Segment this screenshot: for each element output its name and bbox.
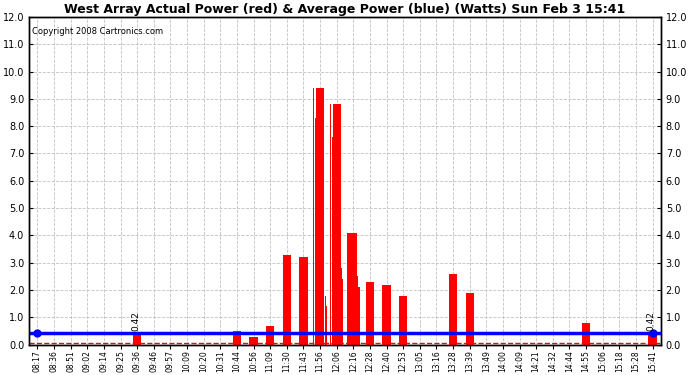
Bar [133, 333, 141, 345]
Bar [249, 337, 258, 345]
Bar [366, 282, 374, 345]
Bar [299, 257, 308, 345]
Bar [283, 255, 291, 345]
Bar [347, 233, 348, 345]
Bar [349, 233, 357, 345]
Bar [351, 255, 353, 345]
Bar [582, 323, 590, 345]
Bar [349, 244, 351, 345]
Title: West Array Actual Power (red) & Average Power (blue) (Watts) Sun Feb 3 15:41: West Array Actual Power (red) & Average … [64, 3, 626, 16]
Bar [316, 88, 324, 345]
Bar [333, 104, 341, 345]
Text: 0.42: 0.42 [647, 311, 656, 331]
Bar [466, 293, 474, 345]
Text: 0.42: 0.42 [131, 311, 140, 331]
Bar [399, 296, 407, 345]
Bar [649, 333, 657, 345]
Bar [266, 326, 275, 345]
Bar [353, 266, 355, 345]
Bar [355, 276, 357, 345]
Bar [233, 331, 241, 345]
Bar [382, 285, 391, 345]
Bar [449, 274, 457, 345]
Text: Copyright 2008 Cartronics.com: Copyright 2008 Cartronics.com [32, 27, 164, 36]
Bar [358, 287, 360, 345]
